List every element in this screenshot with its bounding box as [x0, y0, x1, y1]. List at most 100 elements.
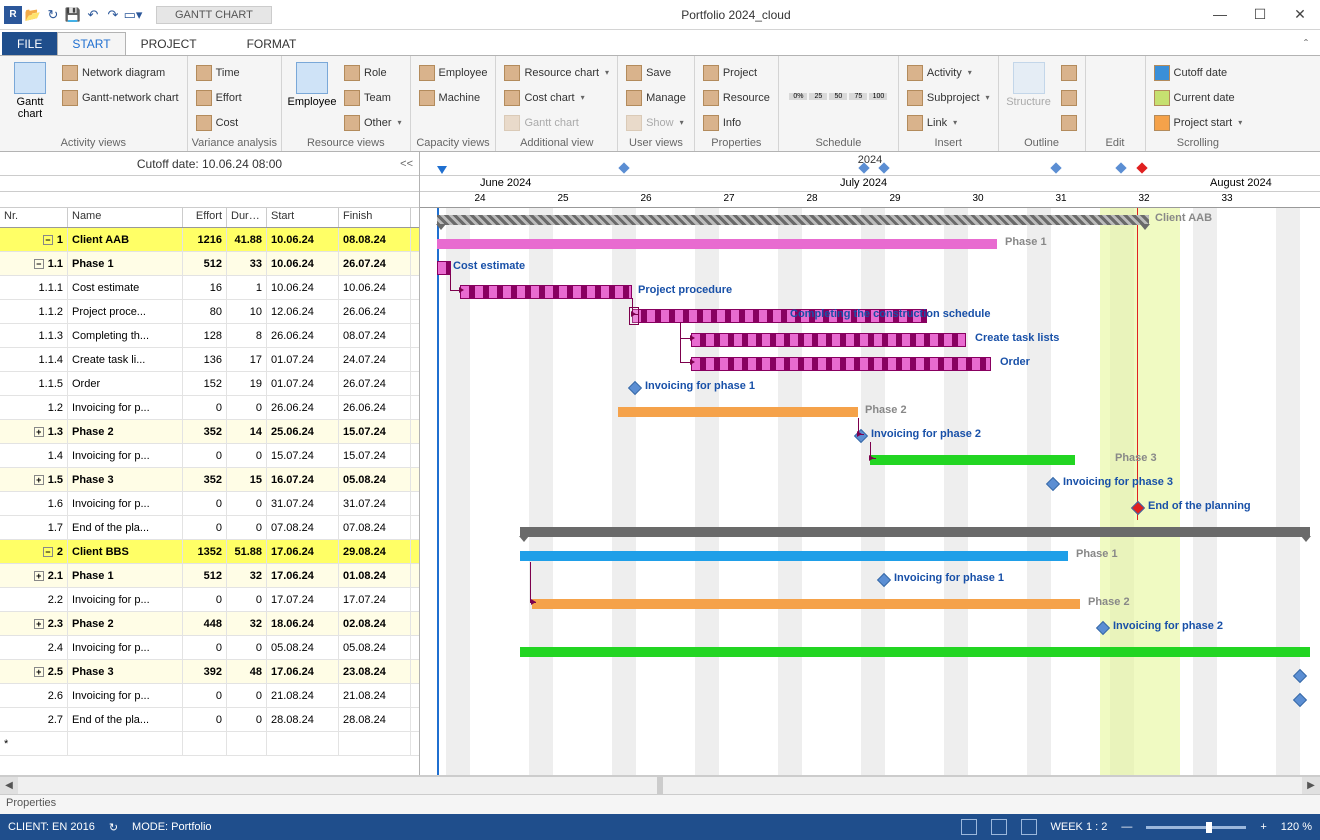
table-row[interactable]: 1.1.2Project proce...801012.06.2426.06.2…: [0, 300, 419, 324]
subproject-button[interactable]: Subproject▾: [903, 89, 994, 107]
tab-start[interactable]: START: [57, 32, 125, 55]
table-row[interactable]: +2.1Phase 15123217.06.2401.08.24: [0, 564, 419, 588]
col-name[interactable]: Name: [68, 208, 183, 227]
gantt-bar[interactable]: [618, 407, 858, 417]
project-prop-button[interactable]: Project: [699, 64, 774, 82]
table-row[interactable]: 1.1.3Completing th...128826.06.2408.07.2…: [0, 324, 419, 348]
cutoff-date-button[interactable]: Cutoff date: [1150, 64, 1247, 82]
table-row[interactable]: 1.1.5Order1521901.07.2426.07.24: [0, 372, 419, 396]
activity-button[interactable]: Activity▾: [903, 64, 994, 82]
properties-panel-label[interactable]: Properties: [0, 794, 1320, 814]
table-row[interactable]: 1.2Invoicing for p...0026.06.2426.06.24: [0, 396, 419, 420]
sched-25-icon[interactable]: 25: [809, 93, 827, 100]
milestone[interactable]: [1096, 621, 1110, 635]
gantt-bar[interactable]: [870, 455, 1075, 465]
gantt-bar[interactable]: [532, 599, 1080, 609]
save-view-button[interactable]: Save: [622, 64, 690, 82]
other-button[interactable]: Other▾: [340, 114, 406, 132]
table-row[interactable]: 1.4Invoicing for p...0015.07.2415.07.24: [0, 444, 419, 468]
col-effort[interactable]: Effort: [183, 208, 227, 227]
col-duration[interactable]: Dura...: [227, 208, 267, 227]
col-finish[interactable]: Finish: [339, 208, 411, 227]
outline-c-icon[interactable]: [1057, 114, 1081, 132]
table-row[interactable]: 2.6Invoicing for p...0021.08.2421.08.24: [0, 684, 419, 708]
status-icon-1[interactable]: [961, 819, 977, 835]
gantt-bar[interactable]: [691, 333, 966, 347]
status-refresh-icon[interactable]: ↻: [109, 821, 118, 834]
table-row[interactable]: 1.7End of the pla...0007.08.2407.08.24: [0, 516, 419, 540]
sched-50-icon[interactable]: 50: [829, 93, 847, 100]
tab-format[interactable]: FORMAT: [232, 32, 312, 55]
variance-time-button[interactable]: Time: [192, 64, 246, 82]
table-row[interactable]: +2.5Phase 33924817.06.2423.08.24: [0, 660, 419, 684]
table-row[interactable]: −2Client BBS135251.8817.06.2429.08.24: [0, 540, 419, 564]
close-button[interactable]: ✕: [1280, 6, 1320, 23]
minimize-button[interactable]: —: [1200, 6, 1240, 23]
status-icon-2[interactable]: [991, 819, 1007, 835]
cost-chart-button[interactable]: Cost chart▾: [500, 89, 613, 107]
role-button[interactable]: Role: [340, 64, 406, 82]
gantt-network-button[interactable]: Gantt-network chart: [58, 89, 183, 107]
status-icon-3[interactable]: [1021, 819, 1037, 835]
milestone[interactable]: [628, 381, 642, 395]
table-row[interactable]: −1Client AAB121641.8810.06.2408.08.24: [0, 228, 419, 252]
variance-cost-button[interactable]: Cost: [192, 114, 246, 132]
gantt-bar[interactable]: [437, 261, 451, 275]
gantt-bar[interactable]: [437, 215, 1149, 225]
resource-chart-button[interactable]: Resource chart▾: [500, 64, 613, 82]
project-start-button[interactable]: Project start▾: [1150, 114, 1247, 132]
tab-file[interactable]: FILE: [2, 32, 57, 55]
maximize-button[interactable]: ☐: [1240, 6, 1280, 23]
hscroll-left[interactable]: ◀: [0, 777, 18, 794]
table-row[interactable]: 1.1.1Cost estimate16110.06.2410.06.24: [0, 276, 419, 300]
info-button[interactable]: Info: [699, 114, 774, 132]
table-row[interactable]: 2.7End of the pla...0028.08.2428.08.24: [0, 708, 419, 732]
sched-100-icon[interactable]: 100: [869, 93, 887, 100]
gantt-bar[interactable]: [520, 527, 1310, 537]
window-icon[interactable]: ▭▾: [124, 6, 142, 24]
gantt-chart-button[interactable]: Gantt chart: [4, 58, 56, 137]
manage-view-button[interactable]: Manage: [622, 89, 690, 107]
outline-a-icon[interactable]: [1057, 64, 1081, 82]
tab-project[interactable]: PROJECT: [126, 32, 212, 55]
open-icon[interactable]: 📂: [24, 6, 42, 24]
undo-icon[interactable]: ↶: [84, 6, 102, 24]
team-button[interactable]: Team: [340, 89, 406, 107]
milestone[interactable]: [877, 573, 891, 587]
gantt-bar[interactable]: [460, 285, 632, 299]
refresh-icon[interactable]: ↻: [44, 6, 62, 24]
cap-employee-button[interactable]: Employee: [415, 64, 492, 82]
col-nr[interactable]: Nr.: [0, 208, 68, 227]
gantt-bar[interactable]: [437, 239, 997, 249]
hscroll-track-right[interactable]: [663, 777, 1302, 794]
redo-icon[interactable]: ↷: [104, 6, 122, 24]
zoom-out-button[interactable]: —: [1121, 821, 1132, 833]
outline-b-icon[interactable]: [1057, 89, 1081, 107]
table-row[interactable]: +1.3Phase 23521425.06.2415.07.24: [0, 420, 419, 444]
zoom-slider[interactable]: [1146, 826, 1246, 829]
ribbon-collapse-icon[interactable]: ˆ: [1292, 33, 1320, 55]
hscroll-track-left[interactable]: [18, 777, 657, 794]
gantt-bar[interactable]: [520, 551, 1068, 561]
hscroll-right[interactable]: ▶: [1302, 777, 1320, 794]
employee-view-button[interactable]: Employee: [286, 58, 338, 137]
resource-prop-button[interactable]: Resource: [699, 89, 774, 107]
table-row[interactable]: +2.3Phase 24483218.06.2402.08.24: [0, 612, 419, 636]
cap-machine-button[interactable]: Machine: [415, 89, 492, 107]
table-row[interactable]: +1.5Phase 33521516.07.2405.08.24: [0, 468, 419, 492]
link-button[interactable]: Link▾: [903, 114, 994, 132]
milestone[interactable]: [1131, 501, 1145, 515]
sched-75-icon[interactable]: 75: [849, 93, 867, 100]
milestone[interactable]: [1293, 693, 1307, 707]
save-icon[interactable]: 💾: [64, 6, 82, 24]
sched-0-icon[interactable]: 0%: [789, 93, 807, 100]
gantt-bar[interactable]: [691, 357, 991, 371]
table-row[interactable]: 2.2Invoicing for p...0017.07.2417.07.24: [0, 588, 419, 612]
table-row[interactable]: 2.4Invoicing for p...0005.08.2405.08.24: [0, 636, 419, 660]
milestone[interactable]: [1293, 669, 1307, 683]
shift-left-button[interactable]: <<: [400, 158, 413, 170]
table-row[interactable]: 1.1.4Create task li...1361701.07.2424.07…: [0, 348, 419, 372]
current-date-button[interactable]: Current date: [1150, 89, 1247, 107]
variance-effort-button[interactable]: Effort: [192, 89, 246, 107]
network-diagram-button[interactable]: Network diagram: [58, 64, 183, 82]
